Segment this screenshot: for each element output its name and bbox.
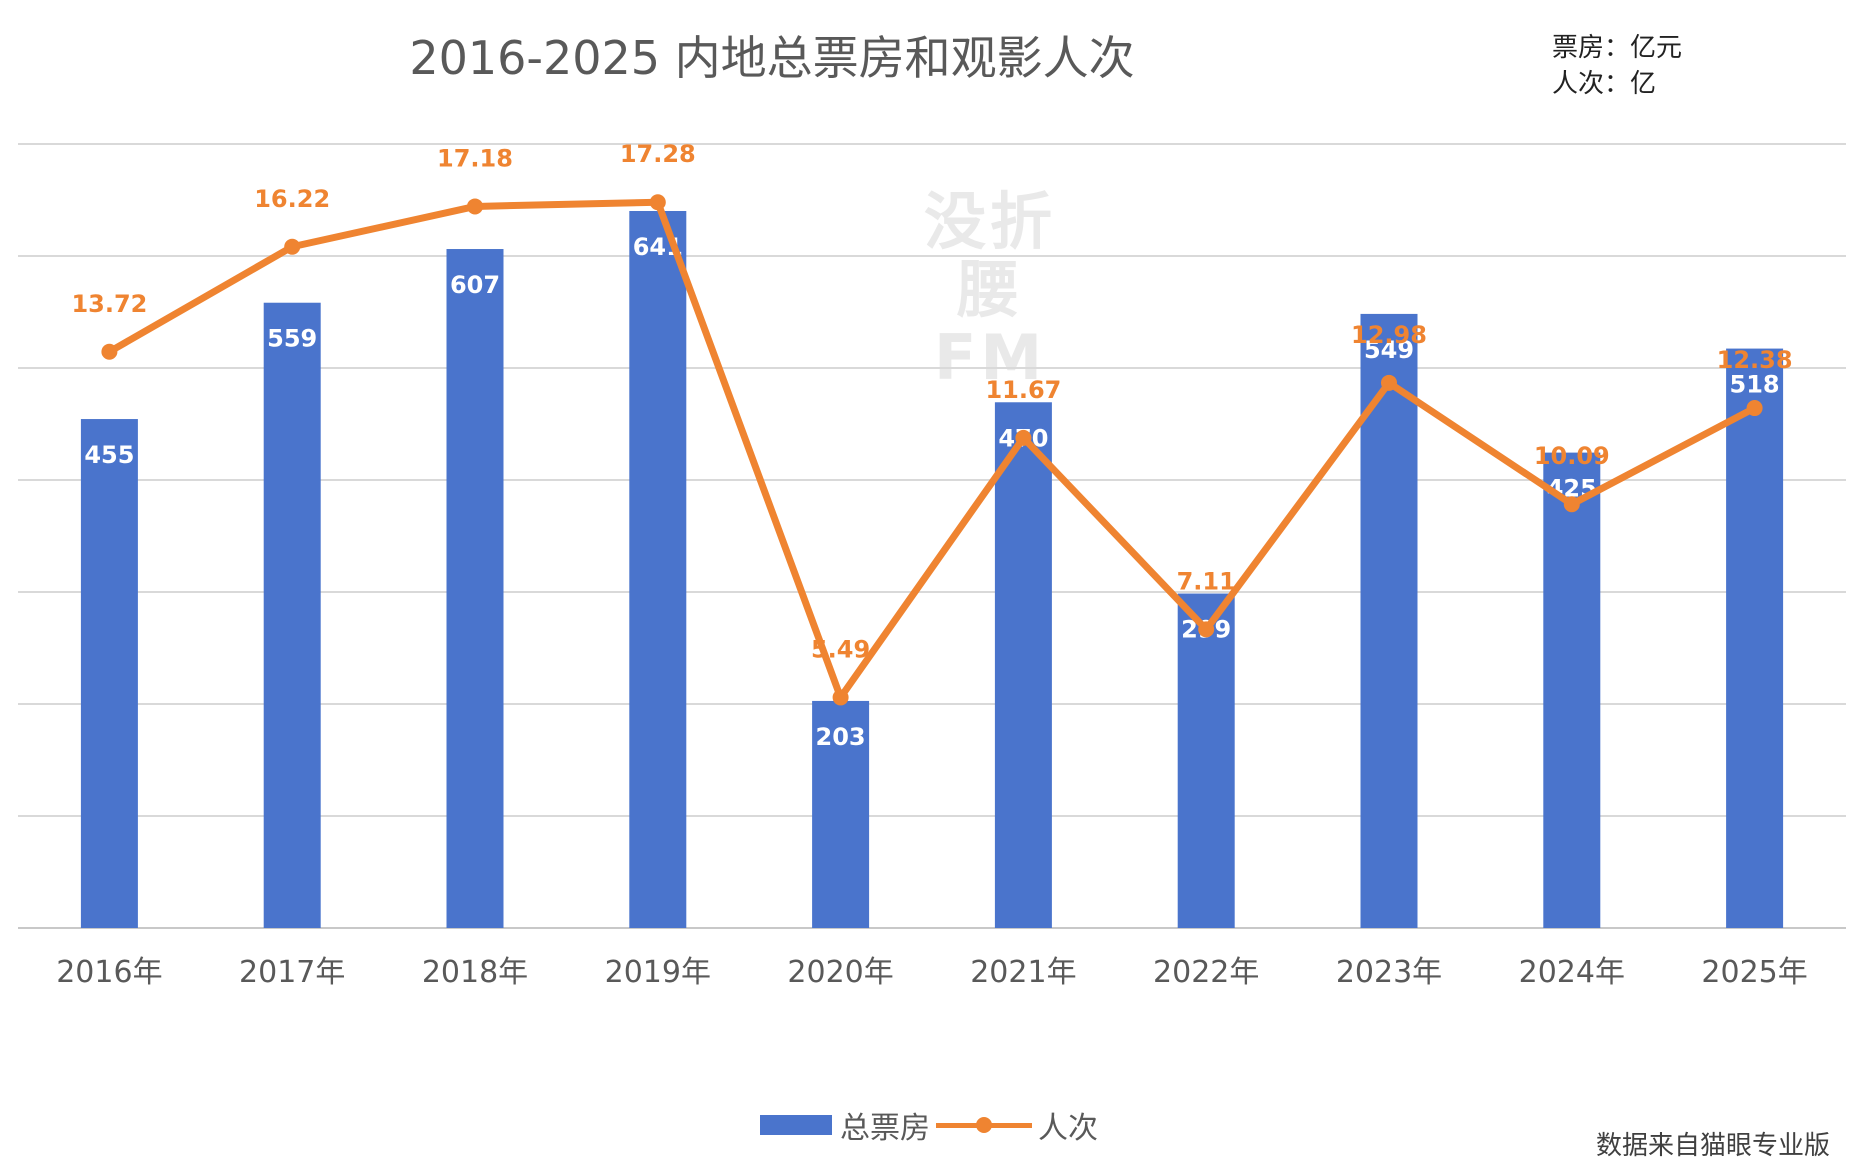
- line-value-label: 16.22: [254, 185, 330, 213]
- x-tick-label: 2019年: [605, 955, 711, 990]
- bar-value-label: 203: [816, 723, 866, 751]
- point-attendance: [1015, 429, 1032, 446]
- bar-box-office: [1543, 452, 1601, 928]
- line-value-label: 5.49: [811, 635, 870, 663]
- x-tick-label: 2025年: [1701, 955, 1807, 990]
- x-tick-label: 2018年: [422, 955, 528, 990]
- watermark-line-1: 没折: [923, 185, 1056, 258]
- point-attendance: [649, 194, 666, 211]
- point-attendance: [284, 238, 301, 255]
- line-value-label: 12.98: [1351, 321, 1427, 349]
- point-attendance: [101, 343, 118, 360]
- bar-value-label: 549: [1364, 336, 1414, 364]
- line-value-label: 7.11: [1177, 567, 1236, 595]
- point-attendance: [832, 689, 849, 706]
- line-value-label: 13.72: [71, 290, 147, 318]
- bar-value-label: 607: [450, 271, 500, 299]
- watermark-line-2: 腰FM: [933, 253, 1047, 394]
- point-attendance: [1198, 621, 1215, 638]
- bar-box-office: [1177, 593, 1235, 928]
- point-attendance: [1381, 374, 1397, 391]
- line-value-label: 10.09: [1534, 442, 1610, 470]
- x-tick-label: 2022年: [1153, 955, 1259, 990]
- legend: 总票房 人次: [760, 1105, 1098, 1146]
- line-value-label: 11.67: [985, 376, 1061, 404]
- unit-note-attendance: 人次：亿: [1552, 69, 1657, 99]
- bar-box-office: [629, 210, 687, 928]
- point-attendance: [1563, 496, 1580, 513]
- bar-box-office: [994, 402, 1052, 928]
- source-note: 数据来自猫眼专业版: [1596, 1131, 1831, 1161]
- bar-value-label: 559: [267, 325, 317, 353]
- bar-value-label: 518: [1730, 371, 1780, 399]
- line-attendance: [105, 198, 1759, 701]
- bar-box-office: [263, 302, 321, 928]
- bar-box-office: [1726, 348, 1784, 929]
- x-tick-label: 2021年: [970, 955, 1076, 990]
- bar-value-label: 455: [84, 441, 134, 469]
- chart-title: 2016-2025 内地总票房和观影人次: [409, 31, 1135, 85]
- legend-swatch-attendance: [936, 1115, 1032, 1135]
- x-tick-label: 2023年: [1336, 955, 1442, 990]
- legend-label-attendance: 人次: [1038, 1111, 1098, 1146]
- unit-note-box-office: 票房：亿元: [1552, 33, 1683, 63]
- line-value-label: 17.18: [437, 144, 513, 172]
- bar-box-office: [446, 249, 504, 928]
- x-tick-label: 2024年: [1519, 955, 1625, 990]
- x-tick-label: 2016年: [56, 955, 162, 990]
- point-attendance: [467, 198, 483, 215]
- x-tick-label: 2017年: [239, 955, 345, 990]
- legend-swatch-box-office: [760, 1115, 832, 1135]
- line-value-label: 12.38: [1717, 346, 1793, 374]
- legend-label-box-office: 总票房: [840, 1111, 930, 1146]
- unit-note: 票房：亿元 人次：亿: [1552, 30, 1682, 102]
- point-attendance: [1746, 400, 1763, 417]
- line-value-label: 17.28: [620, 140, 696, 168]
- bar-box-office: [812, 700, 870, 928]
- watermark-logo: 没折 腰FM: [910, 188, 1070, 392]
- bar-box-office: [80, 419, 138, 928]
- bar-box-office: [1360, 313, 1418, 928]
- x-tick-label: 2020年: [787, 955, 893, 990]
